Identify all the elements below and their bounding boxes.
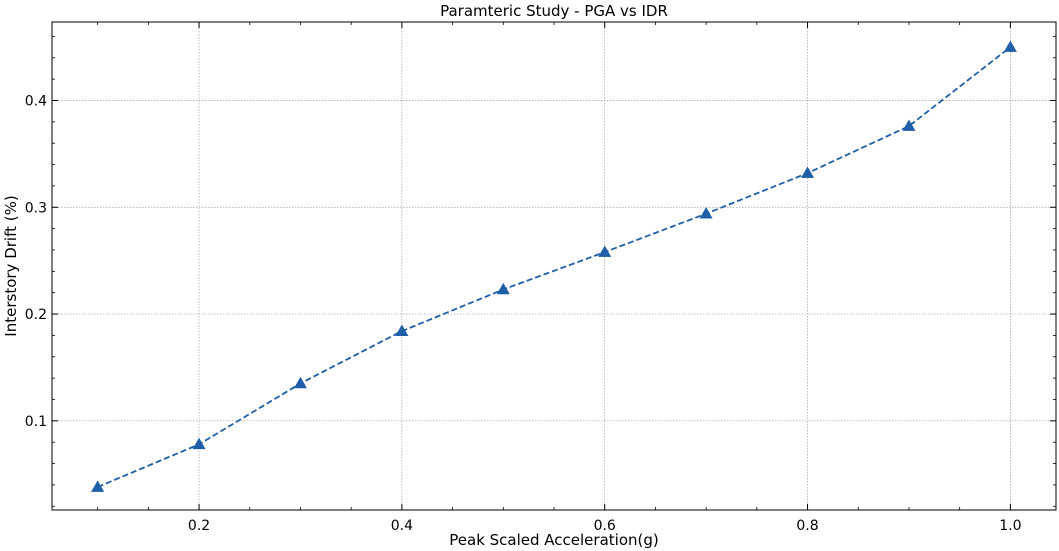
y-tick-label: 0.3 — [25, 200, 47, 216]
y-tick-label: 0.4 — [25, 93, 47, 109]
series-layer — [91, 40, 1017, 492]
x-tick-label: 1.0 — [999, 518, 1021, 534]
y-axis-label: Interstory Drift (%) — [2, 195, 20, 336]
data-point-marker — [91, 480, 105, 492]
plot-frame — [51, 21, 1057, 511]
y-tick-label: 0.1 — [25, 414, 47, 430]
x-tick-label: 0.4 — [391, 518, 413, 534]
x-tick-label: 0.6 — [594, 518, 616, 534]
x-tick-label: 0.2 — [188, 518, 210, 534]
y-tick-label: 0.2 — [25, 307, 47, 323]
data-point-marker — [598, 245, 612, 257]
data-point-marker — [496, 282, 510, 295]
grid — [52, 22, 1056, 510]
data-point-marker — [801, 166, 815, 178]
data-point-marker — [293, 376, 307, 389]
series-line — [97, 46, 1011, 488]
data-point-marker — [1003, 40, 1017, 52]
major-ticks — [52, 22, 1056, 510]
x-axis-label: Peak Scaled Acceleration(g) — [449, 531, 658, 549]
x-tick-label: 0.8 — [796, 518, 818, 534]
data-point-marker — [699, 207, 713, 219]
chart-title: Paramteric Study - PGA vs IDR — [440, 2, 668, 20]
data-point-marker — [192, 437, 206, 450]
minor-ticks — [52, 22, 1056, 510]
data-point-marker — [902, 119, 916, 131]
data-point-marker — [395, 324, 409, 336]
tick-labels: 0.2 0.4 0.6 0.8 1.0 0.1 0.2 0.3 0.4 — [25, 93, 1022, 534]
